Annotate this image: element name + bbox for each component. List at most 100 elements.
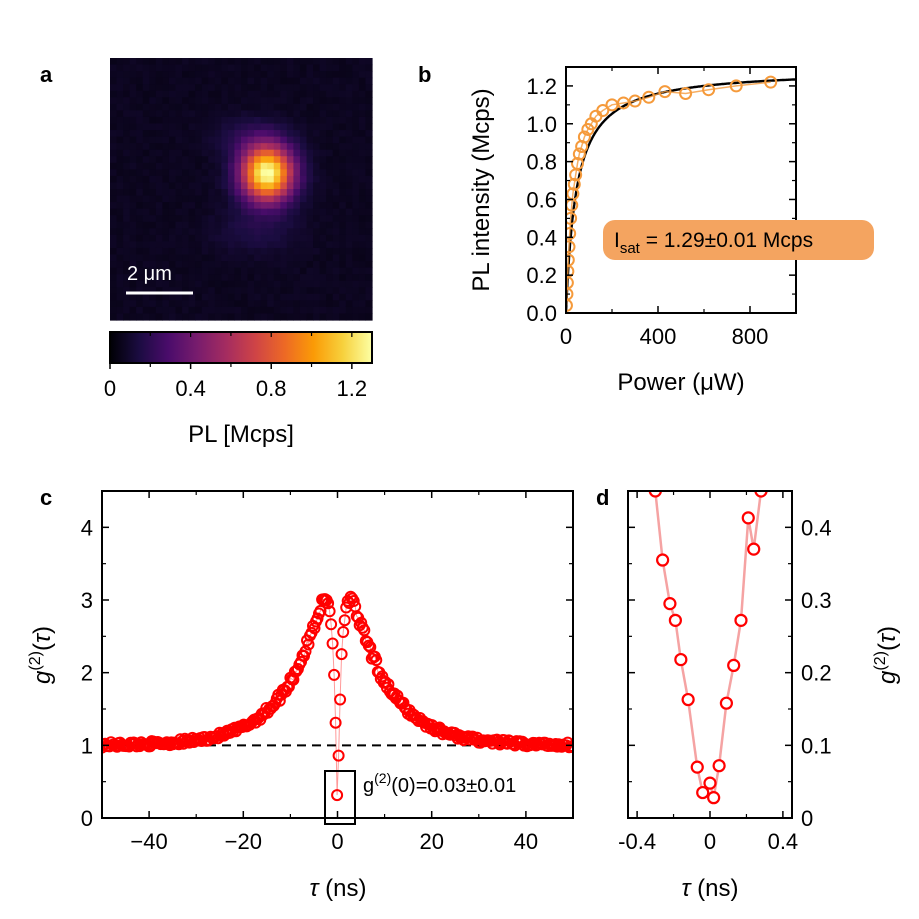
heatmap-pixel <box>358 90 367 98</box>
heatmap-pixel <box>182 215 190 223</box>
heatmap-pixel <box>214 130 222 138</box>
y-tick-label: 0.1 <box>801 733 832 758</box>
heatmap-pixel <box>273 123 281 131</box>
heatmap-pixel <box>247 261 255 269</box>
heatmap-pixel <box>116 189 124 197</box>
heatmap-pixel <box>286 287 294 295</box>
heatmap-pixel <box>273 215 281 223</box>
heatmap-pixel <box>149 293 157 301</box>
heatmap-pixel <box>155 110 163 118</box>
heatmap-pixel <box>352 287 360 295</box>
heatmap-pixel <box>123 182 131 190</box>
heatmap-pixel <box>175 110 183 118</box>
heatmap-pixel <box>110 77 118 85</box>
heatmap-pixel <box>234 189 242 197</box>
heatmap-pixel <box>247 254 255 262</box>
heatmap-pixel <box>188 84 196 92</box>
heatmap-pixel <box>326 182 334 190</box>
heatmap-pixel <box>286 189 294 197</box>
heatmap-pixel <box>155 267 163 275</box>
heatmap-pixel <box>332 261 340 269</box>
heatmap-pixel <box>273 254 281 262</box>
y-tick-label: 0.6 <box>526 187 557 212</box>
heatmap-pixel <box>299 247 308 256</box>
heatmap-pixel <box>227 58 236 66</box>
heatmap-pixel <box>293 234 301 242</box>
g2-point <box>370 654 383 667</box>
heatmap-pixel <box>299 90 308 98</box>
heatmap-pixel <box>293 169 301 177</box>
heatmap-pixel <box>319 221 327 229</box>
heatmap-pixel <box>110 116 118 125</box>
heatmap-pixel <box>326 306 334 315</box>
heatmap-pixel <box>195 215 203 223</box>
heatmap-pixel <box>175 313 183 321</box>
x-tick-label: 0 <box>560 324 572 349</box>
heatmap-pixel <box>162 287 170 295</box>
zoom-point <box>696 785 710 800</box>
heatmap-pixel <box>306 84 314 92</box>
heatmap-pixel <box>110 195 118 203</box>
heatmap-pixel <box>110 274 118 282</box>
heatmap-pixel <box>195 58 203 66</box>
heatmap-pixel <box>221 71 229 79</box>
heatmap-pixel <box>254 64 262 72</box>
heatmap-pixel <box>352 97 360 105</box>
heatmap-pixel <box>306 182 314 190</box>
heatmap-pixel <box>267 241 275 249</box>
heatmap-pixel <box>221 136 229 144</box>
heatmap-pixel <box>365 116 373 125</box>
heatmap-pixel <box>234 162 242 170</box>
heatmap-pixel <box>136 116 144 125</box>
heatmap-pixel <box>123 208 131 216</box>
heatmap-pixel <box>214 195 222 203</box>
g-arg-d: ( <box>874 643 901 651</box>
heatmap-pixel <box>201 130 209 138</box>
heatmap-pixel <box>175 300 183 308</box>
heatmap-pixel <box>339 143 347 151</box>
heatmap-pixel <box>155 136 163 144</box>
heatmap-pixel <box>313 234 321 242</box>
heatmap-pixel <box>339 71 347 79</box>
heatmap-pixel <box>136 208 144 216</box>
heatmap-pixel <box>241 300 249 308</box>
heatmap-pixel <box>358 175 367 184</box>
heatmap-pixel <box>123 123 131 131</box>
heatmap-pixel <box>254 162 262 170</box>
heatmap-pixel <box>227 175 236 184</box>
heatmap-pixel <box>267 169 275 177</box>
heatmap-pixel <box>195 143 203 151</box>
heatmap-pixel <box>208 195 216 203</box>
heatmap-pixel <box>221 234 229 242</box>
y-tick-label: 0 <box>801 806 813 831</box>
heatmap-pixel <box>352 234 360 242</box>
heatmap-pixel <box>286 221 294 229</box>
heatmap-pixel <box>175 97 183 105</box>
heatmap-pixel <box>286 208 294 216</box>
heatmap-pixel <box>254 149 262 157</box>
heatmap-pixel <box>201 64 209 72</box>
heatmap-pixel <box>188 71 196 79</box>
heatmap-pixel <box>208 143 216 151</box>
heatmap-pixel <box>299 130 308 138</box>
heatmap-pixel <box>273 64 281 72</box>
heatmap-pixel <box>221 293 229 301</box>
g2-annotation-sup: (2) <box>374 770 391 786</box>
heatmap-pixel <box>182 149 190 157</box>
heatmap-pixel <box>188 293 196 301</box>
heatmap-pixel <box>326 156 334 164</box>
heatmap-pixel <box>221 300 229 308</box>
heatmap-pixel <box>168 110 177 118</box>
heatmap-pixel <box>345 267 353 275</box>
heatmap-pixel <box>332 221 340 229</box>
heatmap-pixel <box>188 300 196 308</box>
heatmap-pixel <box>116 130 124 138</box>
heatmap-pixel <box>162 189 170 197</box>
heatmap-pixel <box>241 97 249 105</box>
heatmap-pixel <box>293 175 301 184</box>
heatmap-pixel <box>260 116 268 125</box>
heatmap-pixel <box>175 123 183 131</box>
heatmap-pixel <box>339 156 347 164</box>
heatmap-pixel <box>123 300 131 308</box>
heatmap-pixel <box>273 189 281 197</box>
